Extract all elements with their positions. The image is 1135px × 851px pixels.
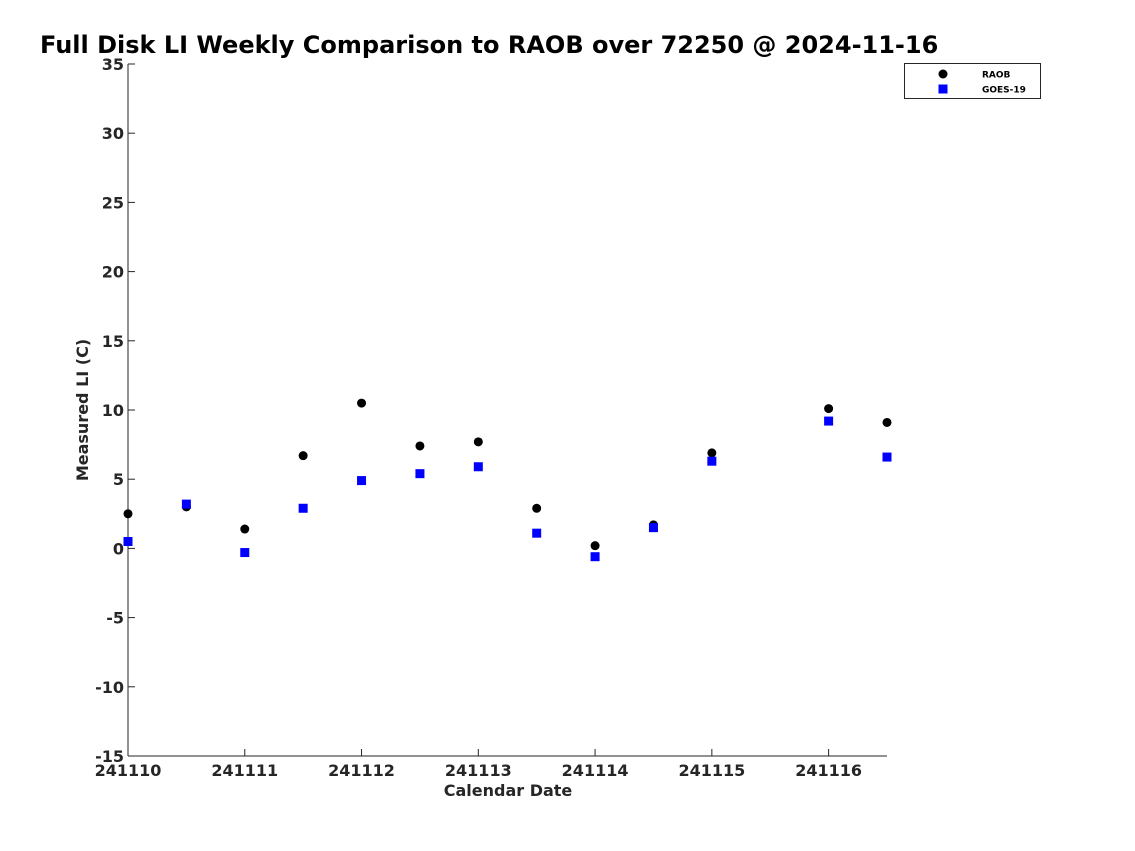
- legend-raob-label: RAOB: [982, 71, 1011, 81]
- x-tick-label: 241110: [95, 761, 162, 780]
- goes-19-point: [123, 536, 133, 546]
- y-tick-label: 25: [102, 193, 124, 212]
- raob-point: [590, 541, 600, 551]
- raob-point: [532, 503, 542, 513]
- goes-19-point: [415, 469, 425, 479]
- x-tick-label: 241112: [328, 761, 395, 780]
- raob-point: [882, 417, 892, 427]
- y-tick-label: 10: [102, 401, 124, 420]
- goes-19-point: [298, 503, 308, 513]
- y-tick-label: -10: [95, 678, 124, 697]
- y-axis-label: Measured LI (C): [73, 339, 92, 481]
- y-tick-label: 35: [102, 55, 124, 74]
- y-tick-label: -15: [95, 747, 124, 766]
- goes-19-point: [181, 499, 191, 509]
- axes: [127, 64, 887, 757]
- legend: RAOB GOES-19: [904, 63, 1041, 99]
- x-tick-label: 241111: [211, 761, 278, 780]
- x-axis-ticks: 241110 241111 241112 241113 241114 241115 2411…: [95, 749, 862, 780]
- raob-point: [357, 398, 367, 408]
- chart-title: Full Disk LI Weekly Comparison to RAOB o…: [40, 31, 939, 59]
- y-tick-label: 15: [102, 332, 124, 351]
- goes-19-point: [824, 416, 834, 426]
- data-points: [123, 398, 892, 562]
- raob-point: [240, 524, 250, 534]
- y-tick-label: 20: [102, 263, 124, 282]
- legend-raob-marker: [938, 69, 948, 79]
- y-axis-ticks: 35 30 25 20 15 10 5 0 -5 -10 -15: [95, 55, 135, 766]
- x-tick-label: 241116: [795, 761, 862, 780]
- x-tick-label: 241115: [678, 761, 745, 780]
- raob-point: [123, 509, 133, 519]
- raob-point: [415, 441, 425, 451]
- legend-goes-19-marker: [938, 84, 948, 94]
- goes-19-point: [882, 452, 892, 462]
- goes-19-point: [532, 528, 542, 538]
- y-tick-label: 30: [102, 124, 124, 143]
- x-tick-label: 241114: [562, 761, 629, 780]
- goes-19-point: [648, 523, 658, 533]
- legend-goes-19-label: GOES-19: [982, 86, 1026, 96]
- raob-point: [707, 448, 717, 458]
- goes-19-point: [240, 548, 250, 558]
- legend-box: [904, 63, 1041, 99]
- x-tick-label: 241113: [445, 761, 512, 780]
- y-tick-label: -5: [106, 609, 124, 628]
- raob-point: [824, 404, 834, 414]
- raob-point: [298, 451, 308, 461]
- goes-19-point: [707, 456, 717, 466]
- x-axis-label: Calendar Date: [444, 781, 573, 800]
- y-tick-label: 0: [113, 539, 124, 558]
- goes-19-point: [590, 552, 600, 562]
- goes-19-point: [473, 462, 483, 472]
- y-tick-label: 5: [113, 470, 124, 489]
- raob-point: [473, 437, 483, 447]
- goes-19-point: [357, 476, 367, 486]
